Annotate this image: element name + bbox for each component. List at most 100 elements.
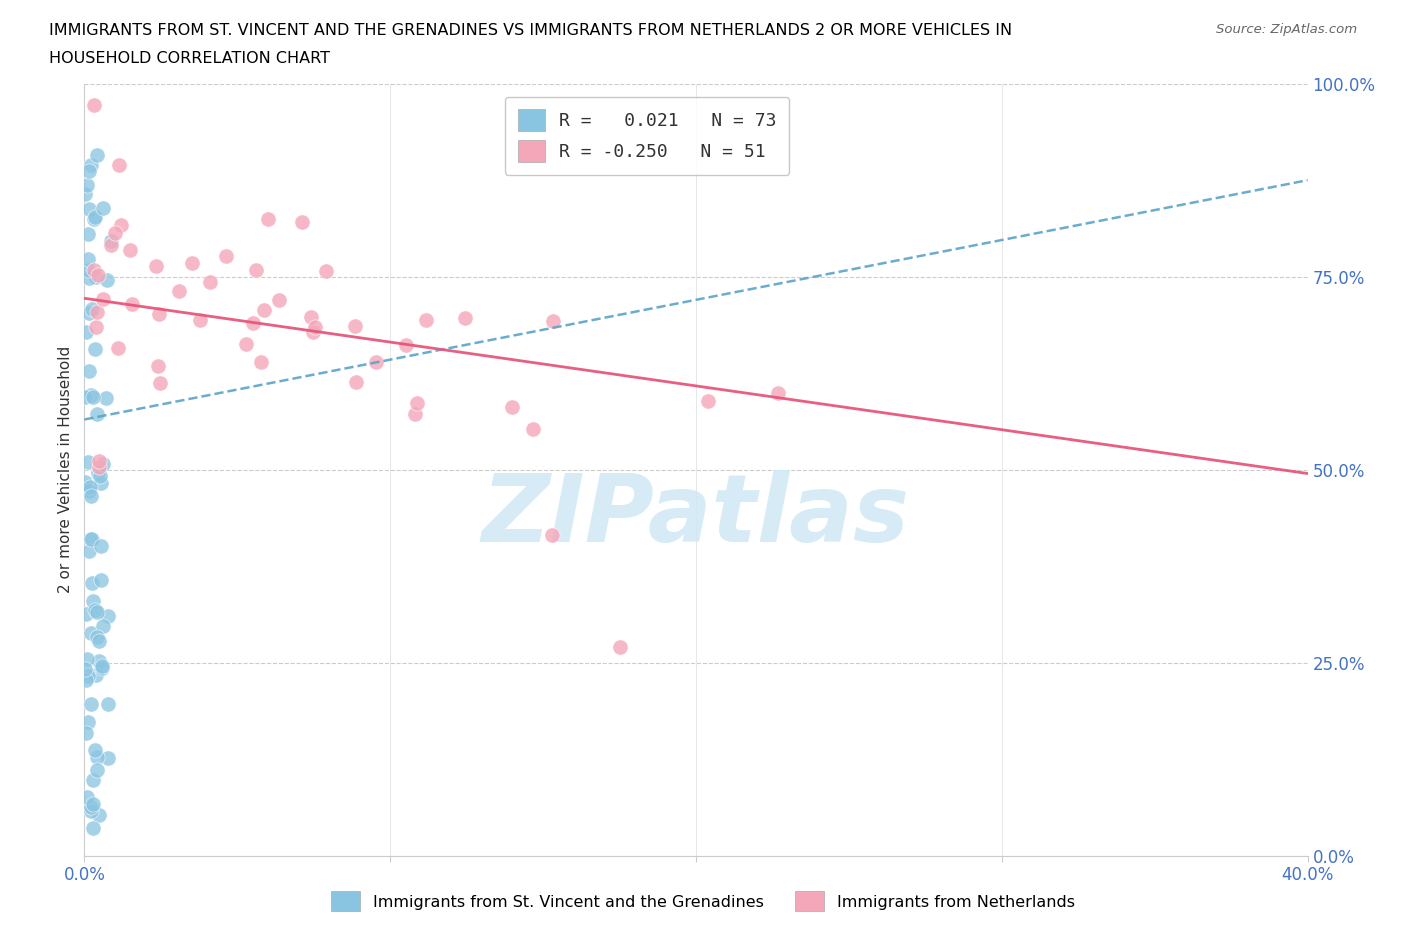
Point xyxy=(80,532,103,547)
Legend: R =   0.021   N = 73, R = -0.250   N = 51: R = 0.021 N = 73, R = -0.250 N = 51 xyxy=(505,97,789,175)
Point xyxy=(84,603,107,618)
Point xyxy=(91,618,114,633)
Point xyxy=(104,226,127,241)
Point xyxy=(76,178,98,193)
Point xyxy=(90,572,112,587)
Point xyxy=(80,697,103,711)
Point xyxy=(75,672,97,687)
Point xyxy=(501,400,523,415)
Point xyxy=(394,338,416,352)
Point xyxy=(83,97,105,112)
Point xyxy=(149,376,172,391)
Point xyxy=(97,609,120,624)
Point xyxy=(86,604,108,619)
Y-axis label: 2 or more Vehicles in Household: 2 or more Vehicles in Household xyxy=(58,346,73,593)
Point xyxy=(86,148,108,163)
Point xyxy=(84,668,107,683)
Point xyxy=(77,669,100,684)
Point xyxy=(90,538,112,553)
Point xyxy=(415,312,437,327)
Point xyxy=(86,305,108,320)
Point xyxy=(75,606,97,621)
Point xyxy=(145,259,167,273)
Point xyxy=(84,743,107,758)
Point xyxy=(91,660,114,675)
Point xyxy=(87,654,110,669)
Point xyxy=(541,313,564,328)
Point xyxy=(344,319,367,334)
Text: ZIPatlas: ZIPatlas xyxy=(482,470,910,562)
Point xyxy=(73,474,96,489)
Point xyxy=(118,243,141,258)
Point xyxy=(84,320,107,335)
Point xyxy=(200,275,222,290)
Point xyxy=(250,355,273,370)
Legend: Immigrants from St. Vincent and the Grenadines, Immigrants from Netherlands: Immigrants from St. Vincent and the Gren… xyxy=(325,885,1081,917)
Point xyxy=(253,302,276,317)
Point xyxy=(79,543,101,558)
Point xyxy=(100,233,122,248)
Point xyxy=(96,751,118,765)
Point xyxy=(110,218,132,232)
Point xyxy=(82,531,104,546)
Point xyxy=(83,209,105,224)
Point xyxy=(82,772,104,787)
Point xyxy=(80,388,103,403)
Text: IMMIGRANTS FROM ST. VINCENT AND THE GRENADINES VS IMMIGRANTS FROM NETHERLANDS 2 : IMMIGRANTS FROM ST. VINCENT AND THE GREN… xyxy=(49,23,1012,38)
Point xyxy=(100,238,122,253)
Point xyxy=(291,215,314,230)
Point xyxy=(190,312,212,327)
Point xyxy=(80,804,103,818)
Point xyxy=(77,202,100,217)
Point xyxy=(87,466,110,481)
Point xyxy=(89,807,111,822)
Point xyxy=(245,263,267,278)
Point xyxy=(609,640,631,655)
Point xyxy=(82,820,104,835)
Point xyxy=(73,186,96,201)
Point xyxy=(75,390,97,405)
Point xyxy=(97,697,120,711)
Point xyxy=(235,336,257,351)
Point xyxy=(242,315,264,330)
Point xyxy=(77,364,100,379)
Point xyxy=(80,157,103,172)
Text: HOUSEHOLD CORRELATION CHART: HOUSEHOLD CORRELATION CHART xyxy=(49,51,330,66)
Point xyxy=(256,212,278,227)
Point xyxy=(302,325,325,339)
Point xyxy=(86,630,108,644)
Point xyxy=(107,340,129,355)
Point xyxy=(269,293,291,308)
Point xyxy=(364,354,387,369)
Point xyxy=(181,256,204,271)
Point xyxy=(80,489,103,504)
Point xyxy=(77,263,100,278)
Point xyxy=(77,164,100,179)
Point xyxy=(86,750,108,764)
Point xyxy=(75,725,97,740)
Point xyxy=(89,460,111,475)
Point xyxy=(82,575,104,590)
Point xyxy=(79,484,101,498)
Text: Source: ZipAtlas.com: Source: ZipAtlas.com xyxy=(1216,23,1357,36)
Point xyxy=(406,395,429,410)
Point xyxy=(89,633,111,648)
Point xyxy=(86,270,108,285)
Point xyxy=(299,309,322,324)
Point xyxy=(94,391,117,405)
Point xyxy=(80,301,103,316)
Point xyxy=(148,359,170,374)
Point xyxy=(77,714,100,729)
Point xyxy=(79,480,101,495)
Point xyxy=(76,790,98,804)
Point xyxy=(404,406,426,421)
Point xyxy=(75,325,97,339)
Point xyxy=(148,307,170,322)
Point xyxy=(77,455,100,470)
Point xyxy=(304,320,326,335)
Point xyxy=(90,475,112,490)
Point xyxy=(89,469,111,484)
Point xyxy=(86,268,108,283)
Point xyxy=(76,652,98,667)
Point xyxy=(77,271,100,286)
